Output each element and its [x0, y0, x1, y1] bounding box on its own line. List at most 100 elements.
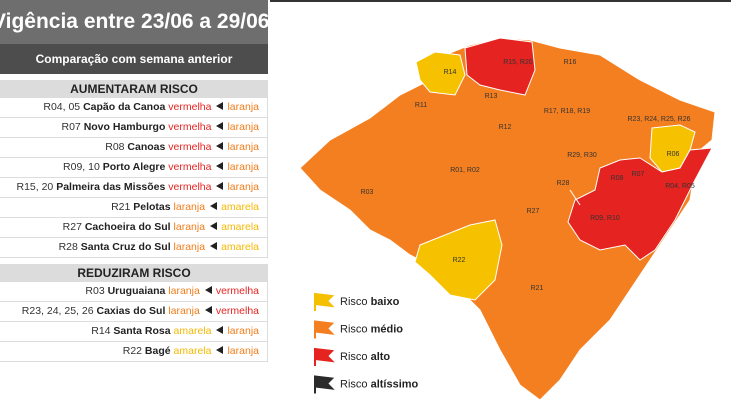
region-code: R23, 24, 25, 26 — [21, 305, 94, 317]
legend-prefix: Risco — [340, 323, 368, 335]
from-flag: amarela — [173, 325, 212, 337]
to-flag: laranja — [227, 161, 259, 173]
to-flag: vermelha — [215, 305, 259, 317]
region-label: R11 — [415, 102, 427, 109]
to-flag: amarela — [221, 201, 259, 213]
to-flag: laranja — [227, 345, 259, 357]
region-code: R08 — [105, 141, 125, 153]
change-row: R21 Pelotas laranja amarela — [0, 198, 268, 218]
section-title: AUMENTARAM RISCO — [0, 80, 268, 98]
change-row: R03 Uruguaiana laranja vermelha — [0, 282, 268, 302]
city-name: Novo Hamburgo — [83, 121, 166, 133]
legend-flag — [314, 347, 335, 366]
from-flag: vermelha — [168, 101, 212, 113]
region-low — [415, 51, 466, 96]
from-flag: laranja — [173, 201, 206, 213]
title: Vigência entre 23/06 a 29/06 — [0, 0, 269, 44]
sections: AUMENTARAM RISCO R04, 05 Capão da Canoa v… — [0, 80, 268, 362]
change-row: R28 Santa Cruz do Sul laranja amarela — [0, 238, 268, 258]
region-code: R28 — [58, 241, 78, 253]
subtitle: Comparação com semana anterior — [0, 44, 268, 74]
section-title: REDUZIRAM RISCO — [0, 264, 268, 282]
from-flag: laranja — [168, 285, 200, 297]
to-flag: laranja — [227, 181, 259, 193]
city-name: Santa Cruz do Sul — [80, 241, 171, 253]
city-name: Porto Alegre — [102, 161, 166, 173]
legend-flag — [314, 320, 335, 339]
region-label: R03 — [361, 189, 374, 196]
arrow — [204, 306, 212, 314]
change-row: R04, 05 Capão da Canoa vermelha laranja — [0, 98, 268, 118]
change-row: R23, 24, 25, 26 Caxias do Sul laranja ver… — [0, 302, 268, 322]
legend-level: médio — [371, 323, 404, 335]
from-flag: amarela — [173, 345, 212, 357]
region-label: R14 — [444, 69, 457, 76]
from-flag: vermelha — [168, 161, 212, 173]
arrow — [210, 242, 218, 250]
region-label: R17, R18, R19 — [544, 108, 590, 115]
arrow — [216, 142, 224, 150]
legend-prefix: Risco — [340, 378, 368, 390]
change-row: R09, 10 Porto Alegre vermelha laranja — [0, 158, 268, 178]
from-flag: laranja — [173, 221, 206, 233]
city-name: Cachoeira do Sul — [84, 221, 171, 233]
region-label: R07 — [632, 171, 645, 178]
to-flag: laranja — [227, 101, 259, 113]
to-flag: amarela — [221, 241, 259, 253]
arrow — [216, 162, 224, 170]
to-flag: laranja — [227, 121, 259, 133]
region-code: R21 — [111, 201, 131, 213]
to-flag: amarela — [221, 221, 259, 233]
legend-prefix: Risco — [340, 296, 368, 308]
change-row: R15, 20 Palmeira das Missões vermelha lar… — [0, 178, 268, 198]
city-name: Bagé — [144, 345, 171, 357]
region-label: R04, R05 — [665, 183, 695, 190]
region-label: R15, R20 — [503, 59, 533, 66]
region-label: R06 — [667, 151, 680, 158]
region-code: R03 — [85, 285, 105, 297]
to-flag: vermelha — [215, 285, 259, 297]
region-label: R08 — [611, 175, 624, 182]
arrow — [216, 122, 224, 130]
region-code: R14 — [91, 325, 111, 337]
legend-item: Risco baixo — [340, 296, 400, 308]
section: AUMENTARAM RISCO R04, 05 Capão da Canoa v… — [0, 80, 268, 258]
arrow — [216, 102, 224, 110]
city-name: Capão da Canoa — [83, 101, 166, 113]
region-low — [414, 219, 503, 301]
legend-level: altíssimo — [371, 378, 419, 390]
region-label: R12 — [499, 124, 512, 131]
city-name: Pelotas — [133, 201, 171, 213]
legend-item: Risco alto — [340, 351, 390, 363]
city-name: Uruguaiana — [107, 285, 166, 297]
from-flag: laranja — [168, 305, 200, 317]
region-code: R15, 20 — [16, 181, 54, 193]
city-name: Canoas — [127, 141, 166, 153]
region-label: R21 — [531, 285, 544, 292]
region-label: R22 — [453, 257, 466, 264]
arrow — [210, 222, 218, 230]
change-row: R22 Bagé amarela laranja — [0, 342, 268, 362]
arrow — [216, 182, 224, 190]
region-label: R01, R02 — [450, 167, 480, 174]
region-label: R09, R10 — [590, 215, 620, 222]
legend-flag — [314, 375, 335, 394]
region-label: R16 — [564, 59, 577, 66]
region-label: R28 — [557, 180, 570, 187]
from-flag: vermelha — [168, 181, 212, 193]
legend-level: alto — [371, 351, 391, 363]
region-high — [567, 147, 713, 261]
legend-item: Risco altíssimo — [340, 378, 419, 390]
section: REDUZIRAM RISCO R03 Uruguaiana laranja ver… — [0, 264, 268, 362]
change-row: R14 Santa Rosa amarela laranja — [0, 322, 268, 342]
region-high — [464, 37, 536, 96]
region-label: R23, R24, R25, R26 — [627, 116, 690, 123]
legend-item: Risco médio — [340, 323, 403, 335]
region-label: R29, R30 — [567, 152, 597, 159]
legend-flag — [314, 292, 335, 311]
map: R14 R15, R20 R16 R11 R13 R12 R17, R18, R19 R23,… — [270, 0, 731, 401]
region-label: R13 — [485, 93, 498, 100]
legend-prefix: Risco — [340, 351, 368, 363]
border — [569, 189, 581, 206]
